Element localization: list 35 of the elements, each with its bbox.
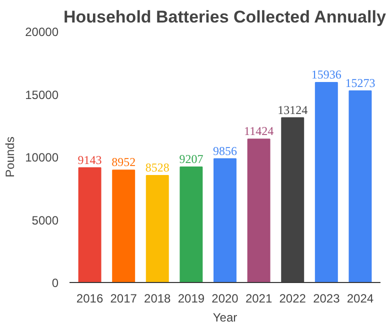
x-tick-label: 2019 <box>178 292 205 306</box>
x-tick-label: 2022 <box>279 292 306 306</box>
x-tick-label: 2024 <box>346 292 374 306</box>
bar <box>247 138 270 282</box>
x-tick-label: 2020 <box>212 292 239 306</box>
bar <box>314 82 338 282</box>
data-label: 9207 <box>179 152 204 166</box>
chart-title: Household Batteries Collected Annually <box>63 8 386 26</box>
data-label: 8952 <box>112 155 136 170</box>
x-tick-label: 2016 <box>76 292 104 306</box>
bar <box>281 117 304 282</box>
data-label: 15936 <box>311 68 342 82</box>
data-label: 9143 <box>78 152 102 167</box>
x-tick-label: 2017 <box>110 292 138 306</box>
y-tick-label: 20000 <box>25 25 59 39</box>
data-label: 8528 <box>145 160 170 174</box>
bar <box>78 167 102 282</box>
y-axis-title: Pounds <box>3 136 18 178</box>
x-tick-label: 2018 <box>144 292 172 306</box>
bar <box>214 158 236 282</box>
bar <box>180 166 203 282</box>
bar <box>112 170 136 282</box>
x-tick-label: 2021 <box>245 292 272 306</box>
y-tick-label: 5000 <box>32 213 59 228</box>
data-label: 9856 <box>213 144 237 158</box>
data-label: 15273 <box>345 76 376 90</box>
data-label: 13124 <box>278 102 308 117</box>
x-tick-label: 2023 <box>313 292 340 306</box>
y-tick-label: 10000 <box>25 150 59 164</box>
y-tick-label: 15000 <box>25 88 59 102</box>
bar <box>348 90 372 282</box>
x-axis-title: Year <box>212 310 238 324</box>
y-tick-label: 0 <box>52 276 59 290</box>
data-label: 11424 <box>244 124 274 138</box>
bar <box>146 174 169 282</box>
